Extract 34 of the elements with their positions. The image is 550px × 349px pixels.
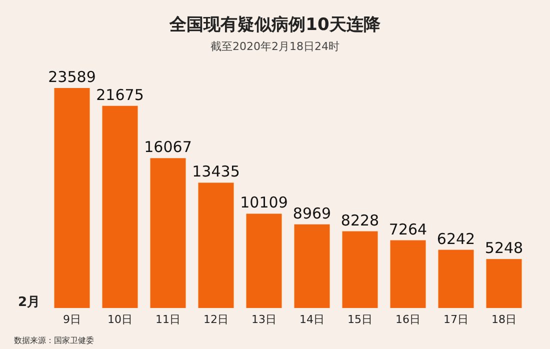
x-axis-title: 2月 [18,295,40,310]
x-tick-label: 13日 [252,313,276,326]
bar [198,182,234,308]
data-label: 7264 [388,220,428,238]
data-label: 13435 [192,162,240,181]
data-label: 6242 [436,230,476,248]
x-tick-label: 10日 [108,313,132,326]
data-label: 8969 [292,204,332,222]
x-tick-label: 17日 [444,313,468,326]
chart-subtitle: 截至2020年2月18日24时 [210,40,340,53]
chart-title: 全国现有疑似病例10天连降 [168,15,382,35]
data-label: 21675 [96,86,144,104]
x-tick-label: 11日 [156,313,180,326]
bar [150,158,186,308]
data-label: 10109 [240,194,288,212]
bar [246,214,282,308]
x-tick-label: 18日 [492,313,516,326]
data-label: 23589 [48,68,96,86]
x-tick-label: 16日 [396,313,420,326]
bar [438,250,474,308]
data-label: 5248 [484,239,524,258]
x-tick-label: 14日 [300,313,324,326]
source-note: 数据来源：国家卫健委 [14,336,94,345]
bar [54,88,90,308]
data-label: 16067 [144,138,192,156]
x-tick-label: 12日 [204,313,228,326]
data-label: 8228 [340,211,380,230]
x-tick-label: 9日 [63,313,81,326]
bar [390,240,426,308]
bar [486,259,522,308]
x-tick-label: 15日 [348,313,372,326]
bar [294,224,330,308]
bar [342,231,378,308]
bar [102,106,138,308]
